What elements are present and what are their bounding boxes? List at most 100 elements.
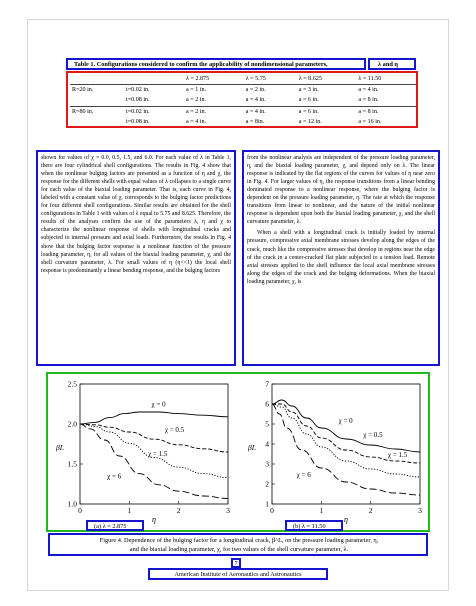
table-row: R=20 in. t=0.02 in. a = 1 in. a = 2 in. … — [70, 85, 416, 96]
table-cell: a = 12 in. — [297, 117, 357, 127]
series-annotation: χ = 1.5 — [148, 450, 168, 458]
paragraph: from the nonlinear analysis are independ… — [247, 154, 435, 226]
panel-label-a: (a) λ = 2.875 — [94, 523, 126, 531]
table-header-cell — [124, 74, 184, 85]
panel-label-b-box: (b) λ = 11.50 — [285, 520, 343, 531]
table-header-row: λ = 2.875 λ = 5.75 λ = 8.625 λ = 11.50 — [70, 74, 416, 85]
right-column-text: from the nonlinear analysis are independ… — [247, 154, 435, 364]
table-cell — [70, 95, 124, 106]
table-cell — [70, 117, 124, 127]
y-tick-label: 5 — [265, 420, 269, 429]
table-cell: a = 1 in. — [184, 85, 244, 96]
table-cell: R=80 in. — [70, 106, 124, 117]
table-caption-params-box: λ and η — [368, 58, 416, 70]
x-axis-label: η — [152, 515, 156, 524]
table-cell: a = 4 in. — [244, 106, 297, 117]
x-tick-label: 3 — [226, 506, 230, 515]
footer-organization: American Institute of Aeronautics and As… — [150, 571, 326, 578]
y-axis-label: βL — [55, 443, 64, 452]
table-header-cell: λ = 2.875 — [184, 74, 244, 85]
configuration-table: λ = 2.875 λ = 5.75 λ = 8.625 λ = 11.50 R… — [70, 74, 416, 127]
x-tick-label: 2 — [177, 506, 181, 515]
table-row: t=0.08 in. a = 2 in. a = 4 in. a = 6 in.… — [70, 95, 416, 106]
x-axis-label: η — [344, 515, 348, 524]
table-cell: t=0.08 in. — [124, 95, 184, 106]
x-tick-label: 1 — [127, 506, 131, 515]
y-tick-label: 3 — [265, 460, 269, 469]
figure-caption-line2: and the biaxial loading parameter, χ, fo… — [56, 546, 422, 554]
y-tick-label: 2.0 — [68, 420, 78, 429]
x-tick-label: 0 — [78, 506, 82, 515]
table-cell: a = 4 in. — [356, 85, 416, 96]
y-tick-label: 1.5 — [68, 460, 78, 469]
figure-caption-box: Figure 4. Dependence of the bulging fact… — [48, 533, 428, 556]
table-cell: a = 8 in. — [356, 95, 416, 106]
y-tick-label: 6 — [265, 400, 269, 409]
table-cell: R=20 in. — [70, 85, 124, 96]
table-caption-params: λ and η — [378, 61, 398, 69]
paragraph: shown for values of χ = 0.0, 0.5, 1.5, a… — [41, 154, 231, 275]
series-annotation: χ = 1.5 — [388, 451, 408, 459]
y-tick-label: 1.0 — [68, 500, 78, 509]
configuration-table-box: λ = 2.875 λ = 5.75 λ = 8.625 λ = 11.50 R… — [66, 71, 418, 128]
table-caption-box: Table 1. Configurations considered to co… — [66, 58, 366, 70]
paragraph: When a shell with a longitudinal crack i… — [247, 229, 435, 285]
series-annotation: χ = 0 — [339, 417, 354, 425]
panel-label-b: (b) λ = 11.50 — [293, 523, 326, 531]
y-tick-label: 2 — [265, 480, 269, 489]
series-annotation: χ = 0.5 — [363, 431, 383, 439]
x-tick-label: 1 — [319, 506, 323, 515]
series-line — [272, 404, 420, 477]
series-annotation: χ = 0.5 — [165, 426, 185, 434]
table-cell: t=0.02 in. — [124, 85, 184, 96]
right-column-box: from the nonlinear analysis are independ… — [242, 150, 440, 366]
series-annotation: χ = 0 — [152, 400, 167, 408]
page-number: 7 — [233, 560, 239, 567]
chart-panel-a: 0 1 2 3 1.0 1.5 2.0 2.5 η βL χ = 0 χ = 0.5 χ = 1.5 χ … — [50, 376, 236, 526]
x-tick-label: 0 — [270, 506, 274, 515]
y-tick-label: 1 — [265, 500, 269, 509]
plot-frame — [272, 384, 420, 504]
table-cell: a = 2 in. — [184, 95, 244, 106]
table-cell: a = 3 in. — [297, 85, 357, 96]
table-cell: a = 8 in. — [356, 106, 416, 117]
table-header-cell — [70, 74, 124, 85]
series-annotation: χ = 6 — [107, 472, 122, 480]
left-column-text: shown for values of χ = 0.0, 0.5, 1.5, a… — [41, 154, 231, 364]
y-axis-label: βL — [247, 443, 256, 452]
left-column-box: shown for values of χ = 0.0, 0.5, 1.5, a… — [36, 150, 236, 366]
y-tick-label: 4 — [265, 440, 269, 449]
table-row: t=0.08 in. a = 4 in. a = 8in. a = 12 in.… — [70, 117, 416, 127]
y-tick-label: 7 — [265, 380, 269, 389]
table-header-cell: λ = 5.75 — [244, 74, 297, 85]
table-cell: a = 8in. — [244, 117, 297, 127]
footer-box: American Institute of Aeronautics and As… — [148, 568, 328, 580]
x-tick-label: 3 — [418, 506, 422, 515]
table-caption: Table 1. Configurations considered to co… — [74, 61, 328, 69]
table-cell: a = 2 in. — [244, 85, 297, 96]
table-header-cell: λ = 11.50 — [356, 74, 416, 85]
table-cell: a = 6 in. — [297, 106, 357, 117]
table-header-cell: λ = 8.625 — [297, 74, 357, 85]
y-tick-label: 2.5 — [68, 380, 78, 389]
series-line — [80, 412, 228, 424]
series-line — [272, 400, 420, 452]
panel-label-a-box: (a) λ = 2.875 — [86, 520, 144, 531]
table-row: R=80 in. t=0.02 in. a = 2 in. a = 4 in. … — [70, 106, 416, 117]
table-cell: t=0.02 in. — [124, 106, 184, 117]
document-page: Table 1. Configurations considered to co… — [28, 20, 448, 590]
table-cell: a = 2 in. — [184, 106, 244, 117]
table-cell: a = 4 in. — [184, 117, 244, 127]
series-line — [80, 424, 228, 498]
figure-caption-line1: Figure 4. Dependence of the bulging fact… — [56, 537, 422, 545]
page-number-box: 7 — [231, 558, 241, 568]
table-cell: t=0.08 in. — [124, 117, 184, 127]
series-annotation: χ = 6 — [297, 471, 312, 479]
table-cell: a = 6 in. — [297, 95, 357, 106]
table-cell: a = 4 in. — [244, 95, 297, 106]
series-line — [80, 424, 228, 452]
table-cell: a = 16 in. — [356, 117, 416, 127]
x-tick-label: 2 — [369, 506, 373, 515]
